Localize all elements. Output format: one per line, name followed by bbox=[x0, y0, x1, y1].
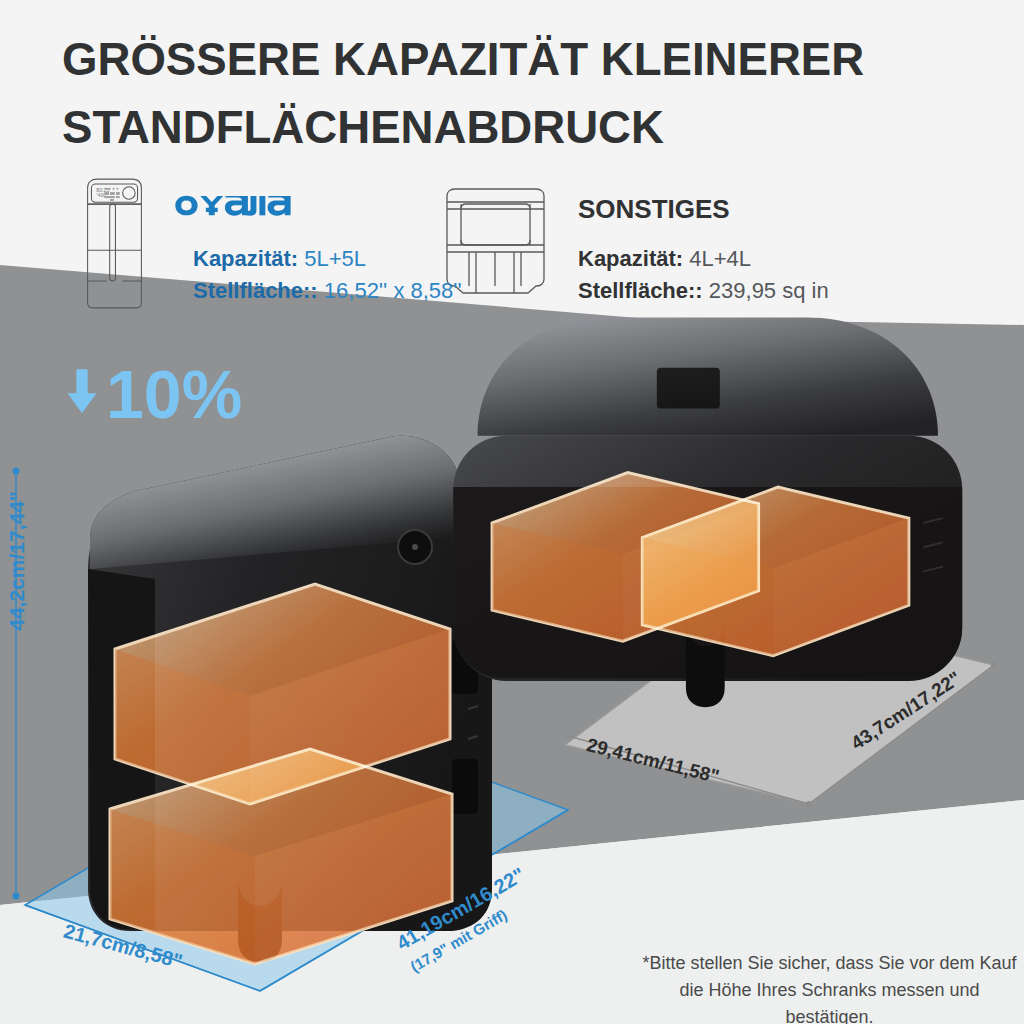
svg-text:80:25: 80:25 bbox=[96, 187, 109, 193]
